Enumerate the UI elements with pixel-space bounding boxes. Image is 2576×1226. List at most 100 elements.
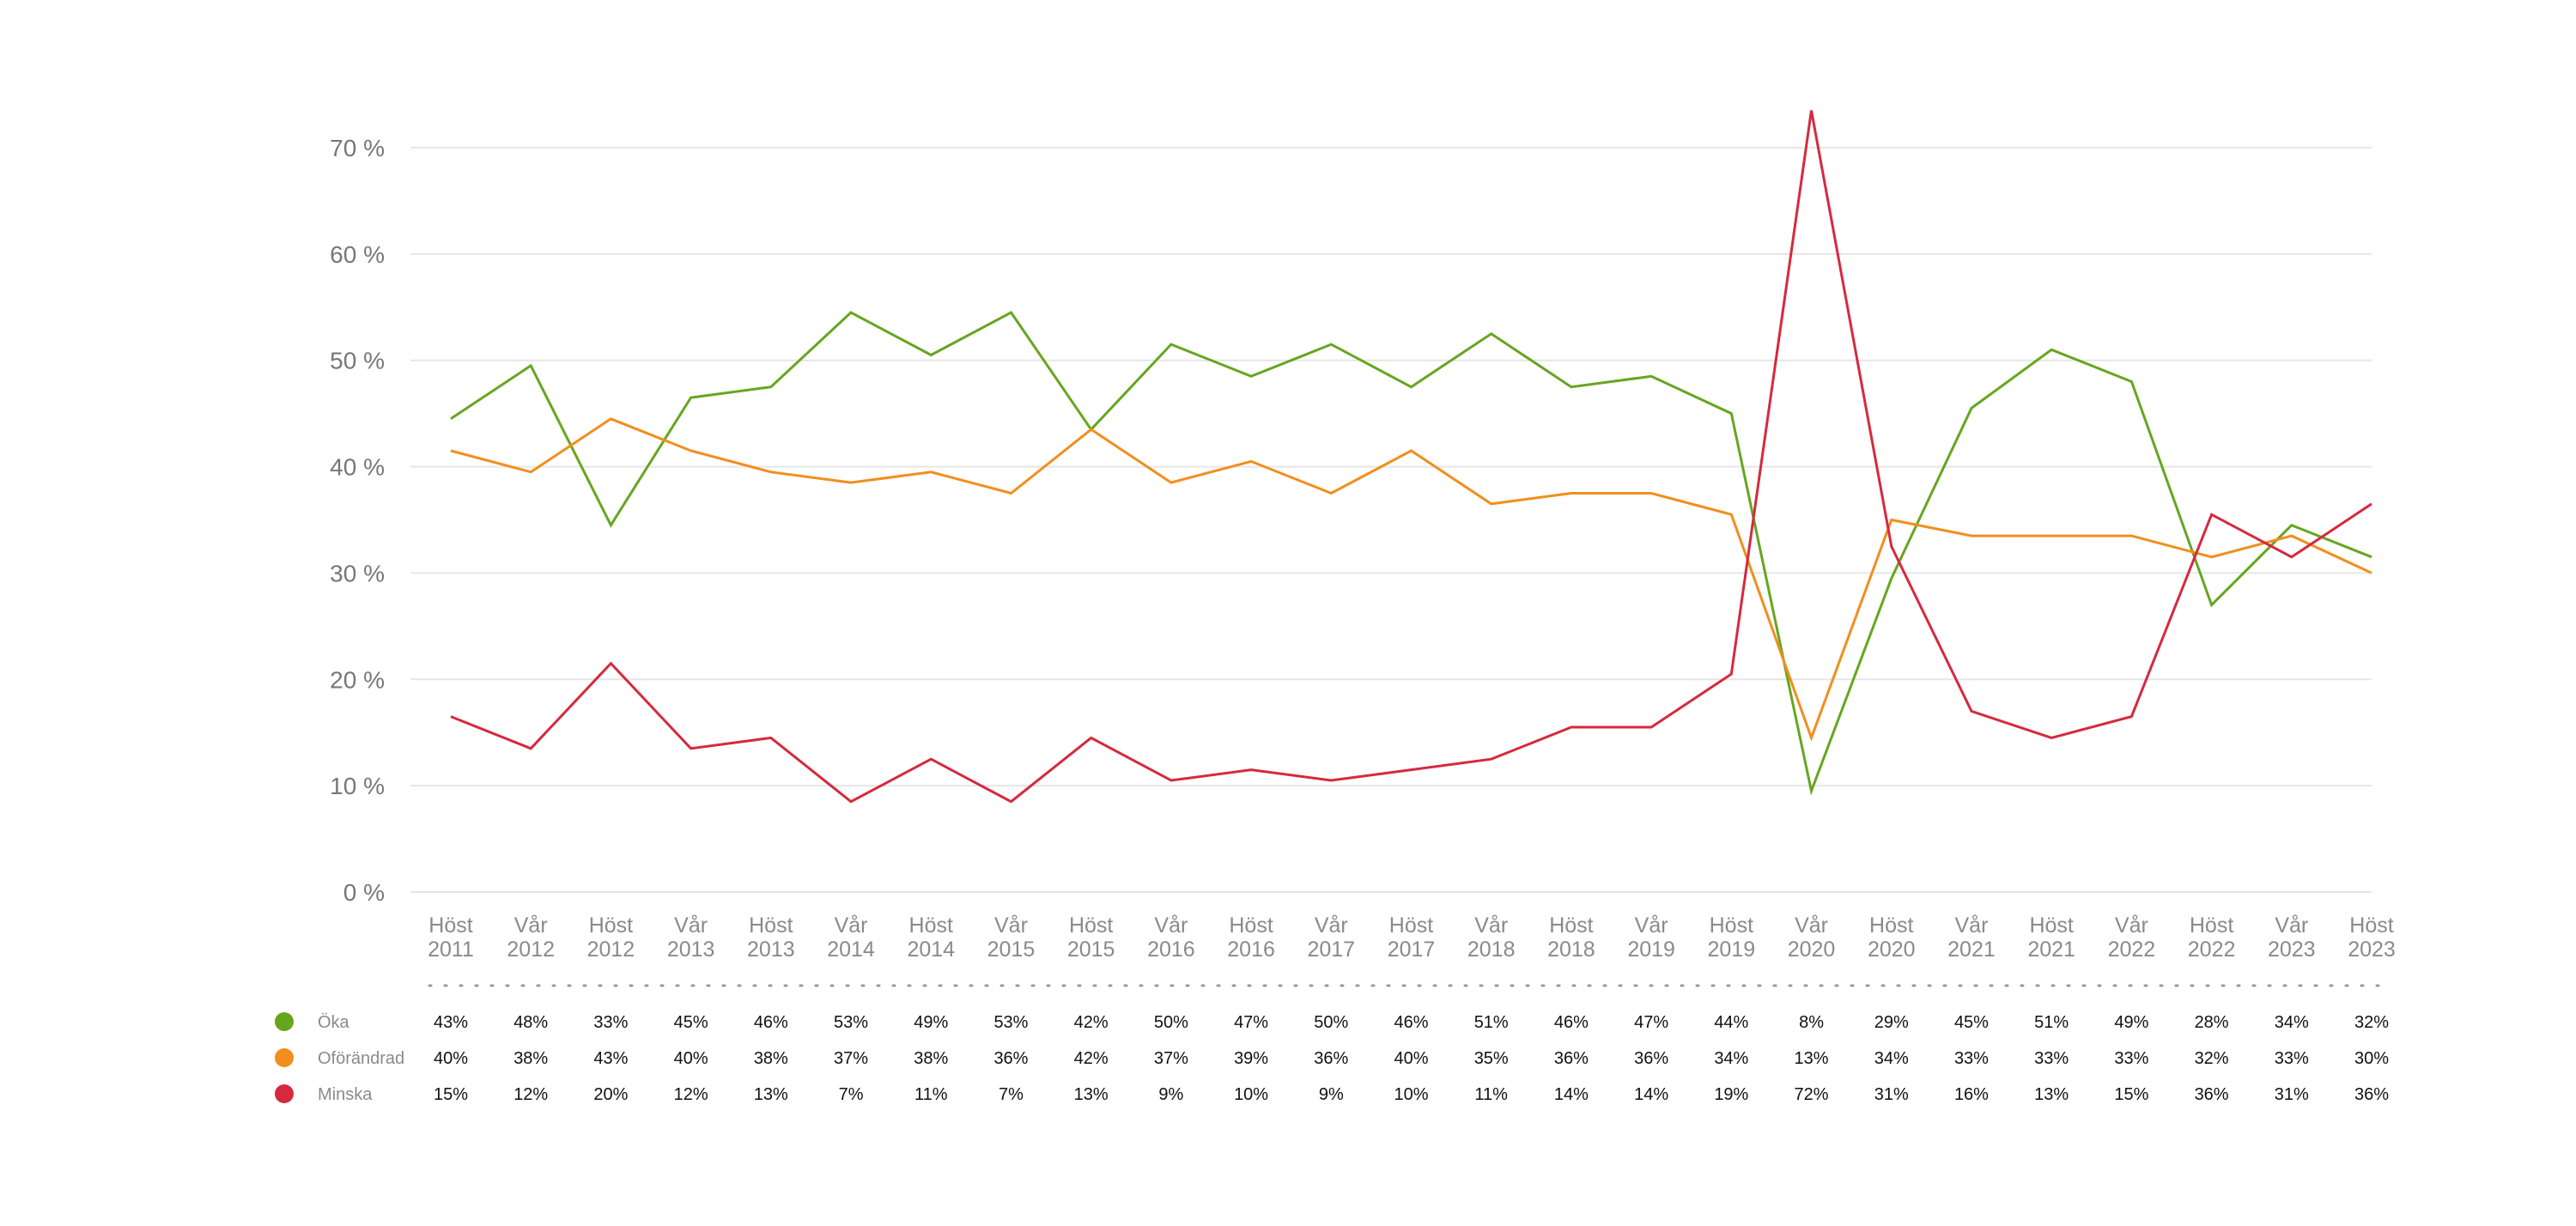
table-cell-2-22: 36%	[2195, 1085, 2229, 1104]
table-cell-1-15: 36%	[1634, 1049, 1668, 1068]
y-tick-label-30: 30 %	[330, 560, 385, 586]
table-cell-2-7: 7%	[999, 1085, 1024, 1104]
table-cell-1-13: 35%	[1474, 1049, 1509, 1068]
table-cell-1-4: 38%	[754, 1049, 788, 1068]
table-cell-1-18: 34%	[1874, 1049, 1909, 1068]
series-line-0	[450, 311, 2372, 796]
table-cell-0-12: 46%	[1394, 1013, 1428, 1032]
series-lines	[450, 110, 2372, 804]
x-tick-label-8: Höst 2015	[1067, 913, 1115, 962]
table-cell-1-10: 39%	[1234, 1049, 1268, 1068]
y-tick-label-70: 70 %	[330, 135, 385, 161]
table-cell-2-23: 31%	[2275, 1085, 2309, 1104]
table-cell-2-14: 14%	[1554, 1085, 1589, 1104]
x-axis-ticks: Höst 2011 Vår 2012 Höst 2012 Vår 2013 Höst 2013 Vå…	[428, 913, 2396, 962]
table-cell-1-24: 30%	[2354, 1049, 2389, 1068]
table-cell-0-1: 48%	[513, 1013, 548, 1032]
legend-label-1: Oförändrad	[318, 1049, 404, 1068]
table-cell-2-13: 11%	[1474, 1085, 1508, 1104]
table-cell-2-19: 16%	[1954, 1085, 1989, 1104]
x-tick-label-1: Vår 2012	[507, 913, 555, 962]
x-tick-label-19: Vår 2021	[1947, 913, 1996, 962]
table-cell-2-6: 11%	[914, 1085, 948, 1104]
x-tick-label-13: Vår 2018	[1467, 913, 1516, 962]
x-tick-label-6: Höst 2014	[907, 913, 955, 962]
table-cell-2-4: 13%	[754, 1085, 788, 1104]
table-cell-2-1: 12%	[513, 1085, 548, 1104]
table-cell-2-2: 20%	[593, 1085, 628, 1104]
table-cell-1-23: 33%	[2275, 1049, 2309, 1068]
x-tick-label-21: Vår 2022	[2108, 913, 2156, 962]
table-cell-0-15: 47%	[1634, 1013, 1668, 1032]
table-cell-0-19: 45%	[1954, 1013, 1989, 1032]
table-cell-2-24: 36%	[2354, 1085, 2389, 1104]
table-cell-0-0: 43%	[434, 1013, 468, 1032]
table-cell-1-0: 40%	[434, 1049, 468, 1068]
table-cell-0-9: 50%	[1154, 1013, 1188, 1032]
table-cell-0-7: 53%	[993, 1013, 1028, 1032]
table-cell-2-5: 7%	[839, 1085, 864, 1104]
table-cell-2-0: 15%	[434, 1085, 468, 1104]
x-tick-label-12: Höst 2017	[1388, 913, 1436, 962]
table-cell-0-13: 51%	[1474, 1013, 1509, 1032]
table-cell-0-21: 49%	[2114, 1013, 2148, 1032]
table-cell-0-24: 32%	[2354, 1013, 2389, 1032]
legend-marker-1	[275, 1048, 294, 1067]
x-tick-label-16: Höst 2019	[1708, 913, 1756, 962]
x-tick-label-18: Höst 2020	[1868, 913, 1916, 962]
table-cell-2-3: 12%	[674, 1085, 708, 1104]
table-cell-2-11: 9%	[1319, 1085, 1344, 1104]
table-cell-0-2: 33%	[593, 1013, 628, 1032]
x-tick-label-20: Höst 2021	[2027, 913, 2075, 962]
table-cell-1-20: 33%	[2034, 1049, 2069, 1068]
legend-marker-0	[275, 1012, 294, 1031]
y-tick-label-10: 10 %	[330, 773, 385, 799]
x-tick-label-4: Höst 2013	[747, 913, 795, 962]
x-tick-label-23: Vår 2023	[2268, 913, 2316, 962]
table-cell-1-12: 40%	[1394, 1049, 1428, 1068]
y-tick-label-40: 40 %	[330, 454, 385, 481]
y-axis-ticks: 0 % 10 % 20 % 30 % 40 % 50 % 60 % 70 %	[330, 135, 385, 906]
table-cell-0-23: 34%	[2275, 1013, 2309, 1032]
table-cell-0-3: 45%	[674, 1013, 708, 1032]
x-tick-label-17: Vår 2020	[1788, 913, 1836, 962]
data-table: Öka 43% 48% 33% 45% 46% 53% 49% 53% 42% 50% 47% 50% 4…	[275, 1012, 2389, 1104]
table-cell-0-17: 8%	[1799, 1013, 1824, 1032]
table-cell-0-16: 44%	[1714, 1013, 1748, 1032]
series-line-1	[450, 417, 2372, 742]
table-cell-0-8: 42%	[1074, 1013, 1109, 1032]
table-cell-2-16: 19%	[1714, 1085, 1748, 1104]
table-cell-1-21: 33%	[2114, 1049, 2148, 1068]
y-tick-label-60: 60 %	[330, 241, 385, 268]
table-cell-1-11: 36%	[1314, 1049, 1348, 1068]
table-cell-1-7: 36%	[993, 1049, 1028, 1068]
table-cell-0-11: 50%	[1314, 1013, 1348, 1032]
x-tick-label-22: Höst 2022	[2188, 913, 2236, 962]
y-tick-label-20: 20 %	[330, 666, 385, 693]
series-line-2	[450, 110, 2372, 804]
x-tick-label-0: Höst 2011	[428, 913, 474, 962]
x-tick-label-14: Höst 2018	[1547, 913, 1595, 962]
table-cell-1-2: 43%	[593, 1049, 628, 1068]
legend-label-0: Öka	[318, 1013, 350, 1032]
table-cell-2-18: 31%	[1874, 1085, 1909, 1104]
y-tick-label-0: 0 %	[343, 879, 385, 906]
x-tick-label-10: Höst 2016	[1227, 913, 1275, 962]
table-cell-1-19: 33%	[1954, 1049, 1989, 1068]
table-cell-2-9: 9%	[1158, 1085, 1183, 1104]
table-cell-1-9: 37%	[1154, 1049, 1188, 1068]
table-cell-1-3: 40%	[674, 1049, 708, 1068]
table-cell-1-8: 42%	[1074, 1049, 1109, 1068]
table-cell-0-5: 53%	[834, 1013, 868, 1032]
x-tick-label-7: Vår 2015	[987, 913, 1036, 962]
table-cell-2-8: 13%	[1074, 1085, 1109, 1104]
table-cell-2-20: 13%	[2034, 1085, 2069, 1104]
x-tick-label-15: Vår 2019	[1627, 913, 1675, 962]
table-cell-0-18: 29%	[1874, 1013, 1909, 1032]
table-cell-2-21: 15%	[2114, 1085, 2148, 1104]
table-cell-1-22: 32%	[2195, 1049, 2229, 1068]
table-cell-1-5: 37%	[834, 1049, 868, 1068]
table-cell-2-15: 14%	[1634, 1085, 1668, 1104]
x-tick-label-11: Vår 2017	[1307, 913, 1355, 962]
x-tick-label-9: Vår 2016	[1147, 913, 1195, 962]
